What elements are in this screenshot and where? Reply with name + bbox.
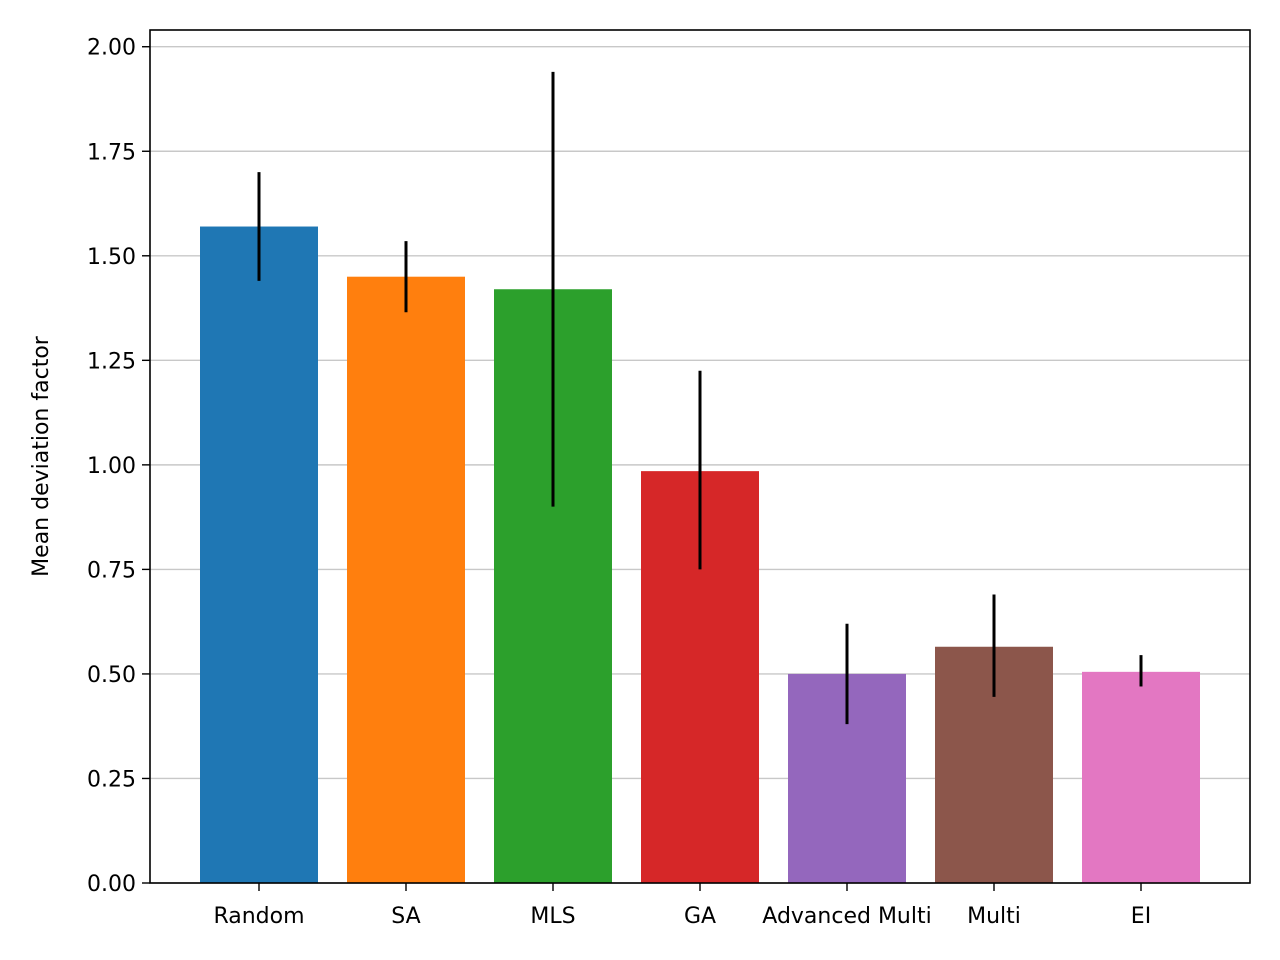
x-axis-ticks: Random SA MLS GA Advanced Multi Multi EI [213, 883, 1151, 929]
y-tick-label: 0.75 [87, 558, 136, 583]
x-tick-label: Advanced Multi [762, 904, 931, 929]
x-tick-label: Random [213, 904, 304, 929]
y-tick-label: 1.00 [87, 454, 136, 479]
y-tick-label: 1.75 [87, 140, 136, 165]
x-tick-label: Multi [967, 904, 1021, 929]
bar-sa [347, 276, 465, 883]
y-tick-label: 0.00 [87, 872, 136, 897]
bars [200, 226, 1200, 883]
x-tick-label: SA [391, 904, 420, 929]
x-tick-label: GA [684, 904, 716, 929]
y-axis-ticks: 0.00 0.25 0.50 0.75 1.00 1.25 1.50 1.75 2.00 [87, 36, 150, 897]
bar-random [200, 226, 318, 883]
y-tick-label: 2.00 [87, 36, 136, 61]
error-bars [257, 71, 1143, 725]
y-tick-label: 1.50 [87, 245, 136, 270]
y-tick-label: 1.25 [87, 349, 136, 374]
x-tick-label: MLS [530, 904, 575, 929]
x-tick-label: EI [1131, 904, 1151, 929]
y-tick-label: 0.50 [87, 663, 136, 688]
bar-ei [1082, 671, 1200, 883]
y-tick-label: 0.25 [87, 767, 136, 792]
y-axis-label: Mean deviation factor [29, 335, 54, 577]
